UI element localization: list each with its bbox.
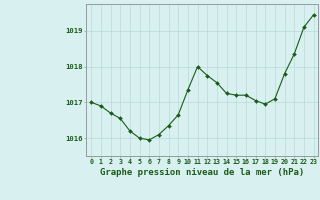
X-axis label: Graphe pression niveau de la mer (hPa): Graphe pression niveau de la mer (hPa) <box>100 168 305 177</box>
